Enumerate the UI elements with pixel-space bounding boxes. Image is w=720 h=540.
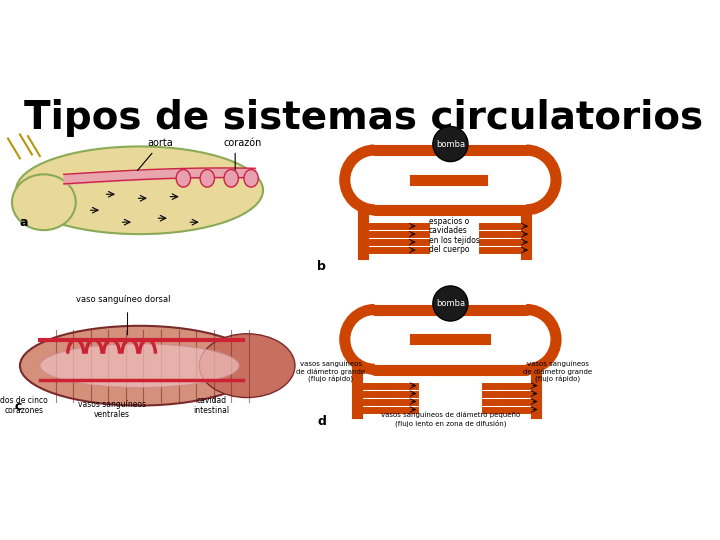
Circle shape xyxy=(433,126,468,161)
Text: corazón: corazón xyxy=(223,138,261,149)
Text: c: c xyxy=(14,400,22,413)
Text: del cuerpo: del cuerpo xyxy=(429,246,469,254)
Text: vasos sanguíneos
de diámetro grande
(flujo rápido): vasos sanguíneos de diámetro grande (flu… xyxy=(523,361,593,383)
Ellipse shape xyxy=(12,174,76,230)
Text: aorta: aorta xyxy=(138,138,174,171)
Ellipse shape xyxy=(40,344,239,388)
Text: b: b xyxy=(318,260,326,273)
Text: vasos sanguíneos de diámetro pequeño
(flujo lento en zona de difusión): vasos sanguíneos de diámetro pequeño (fl… xyxy=(381,412,520,427)
Text: a: a xyxy=(20,216,28,229)
Ellipse shape xyxy=(200,170,215,187)
Ellipse shape xyxy=(244,170,258,187)
Text: Tipos de sistemas circulatorios: Tipos de sistemas circulatorios xyxy=(24,99,703,137)
Text: cavidades: cavidades xyxy=(429,226,467,235)
Text: d: d xyxy=(318,415,326,428)
Ellipse shape xyxy=(224,170,238,187)
Circle shape xyxy=(433,286,468,321)
Text: dos de cinco
corazones: dos de cinco corazones xyxy=(0,396,48,415)
Text: vasos sanguíneos
ventrales: vasos sanguíneos ventrales xyxy=(78,400,145,420)
Text: espacios o: espacios o xyxy=(429,217,469,226)
Text: en los tejidos: en los tejidos xyxy=(429,236,480,245)
Text: bomba: bomba xyxy=(436,299,465,308)
Text: cavidad
intestinal: cavidad intestinal xyxy=(193,396,229,415)
Text: vasos sanguíneos
de diámetro grande
(flujo rápido): vasos sanguíneos de diámetro grande (flu… xyxy=(296,361,365,383)
Ellipse shape xyxy=(199,334,295,397)
Ellipse shape xyxy=(16,146,263,234)
Text: vaso sanguíneo dorsal: vaso sanguíneo dorsal xyxy=(76,295,171,304)
Text: bomba: bomba xyxy=(436,139,465,148)
Ellipse shape xyxy=(176,170,191,187)
Ellipse shape xyxy=(20,326,259,406)
